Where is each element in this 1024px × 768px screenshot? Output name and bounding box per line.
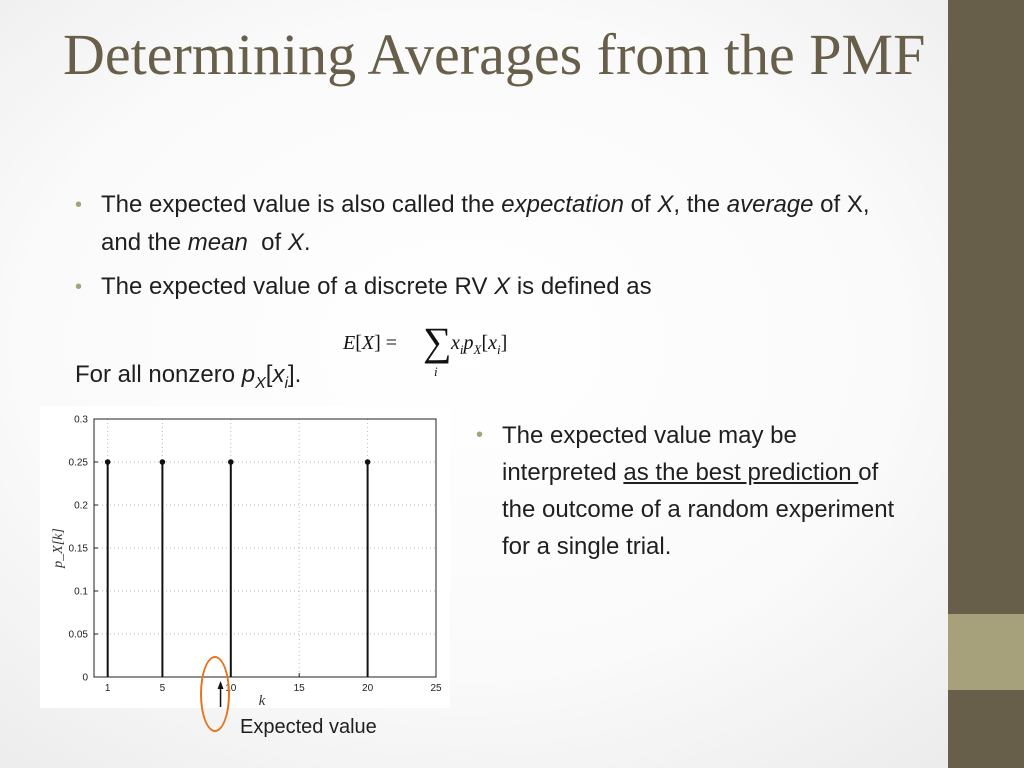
x-tick-label: 25 [430, 683, 442, 694]
y-tick-label: 0.25 [69, 458, 89, 469]
bullet-text: of X, and the [101, 191, 870, 256]
x-tick-label: 10 [225, 683, 237, 694]
x-tick-label: 20 [362, 683, 374, 694]
summation-icon: ∑ [423, 319, 452, 364]
bullet-text: , the [673, 191, 727, 218]
y-axis-label: p_X[k] [51, 528, 66, 569]
x-tick-label: 15 [294, 683, 306, 694]
stem-marker [104, 459, 111, 465]
x-tick-label: 1 [105, 683, 111, 694]
formula-rhs: xipX[xi] [451, 332, 508, 357]
bullet-text: of [624, 191, 658, 218]
sidebar-accent-block [948, 614, 1024, 690]
bullet-expectation-names: • The expected value is also called the … [75, 186, 875, 262]
expected-value-highlight [200, 656, 230, 732]
formula-lhs: E[X] = [343, 332, 398, 354]
bullet-definition: • The expected value of a discrete RV X … [75, 268, 875, 306]
y-tick-label: 0.1 [74, 587, 88, 598]
summation-index: i [434, 364, 438, 379]
y-tick-label: 0.05 [69, 630, 89, 641]
bullet-dot-icon: • [75, 194, 83, 216]
slide-title: Determining Averages from the PMF [63, 22, 926, 87]
x-axis-label: k [259, 693, 266, 708]
bullet-text: of [247, 229, 288, 256]
expected-value-label: Expected value [240, 716, 377, 738]
underlined-phrase: as the best prediction [623, 459, 859, 486]
y-tick-label: 0.3 [74, 415, 88, 426]
pmf-stem-chart: 1 5 10 15 20 25 0 0.05 0.1 0.15 0.2 0.25 0.3 k p_X[k] [40, 406, 450, 710]
bullet-list: • The expected value is also called the … [75, 186, 875, 312]
x-tick-label: 5 [160, 683, 166, 694]
y-tick-label: 0 [82, 673, 88, 684]
plot-frame [93, 418, 437, 678]
bullet-dot-icon: • [75, 276, 83, 298]
nonzero-condition: For all nonzero pX[xi]. [75, 361, 302, 392]
bullet-text: of the outcome of a random experiment fo… [502, 459, 895, 560]
stem-marker [159, 459, 166, 465]
var-x: X [287, 229, 304, 256]
var-x: X [494, 273, 511, 300]
term-average: average [726, 191, 814, 218]
bullet-text: is defined as [516, 273, 652, 300]
term-expectation: expectation [501, 191, 625, 218]
y-tick-label: 0.2 [74, 501, 88, 512]
var-x: X [657, 191, 674, 218]
term-mean: mean [187, 229, 248, 256]
bullet-text: . [303, 229, 311, 256]
bullet-text: The expected value may be interpreted [502, 422, 797, 486]
bullet-text: The expected value of a discrete RV [101, 273, 495, 300]
stem-marker [364, 459, 371, 465]
bullet-text: The expected value is also called the [101, 191, 502, 218]
y-tick-label: 0.15 [69, 544, 89, 555]
bullet-dot-icon: • [476, 424, 484, 446]
bullet-interpretation: • The expected value may be interpreted … [476, 417, 906, 565]
stem-marker [228, 459, 234, 465]
